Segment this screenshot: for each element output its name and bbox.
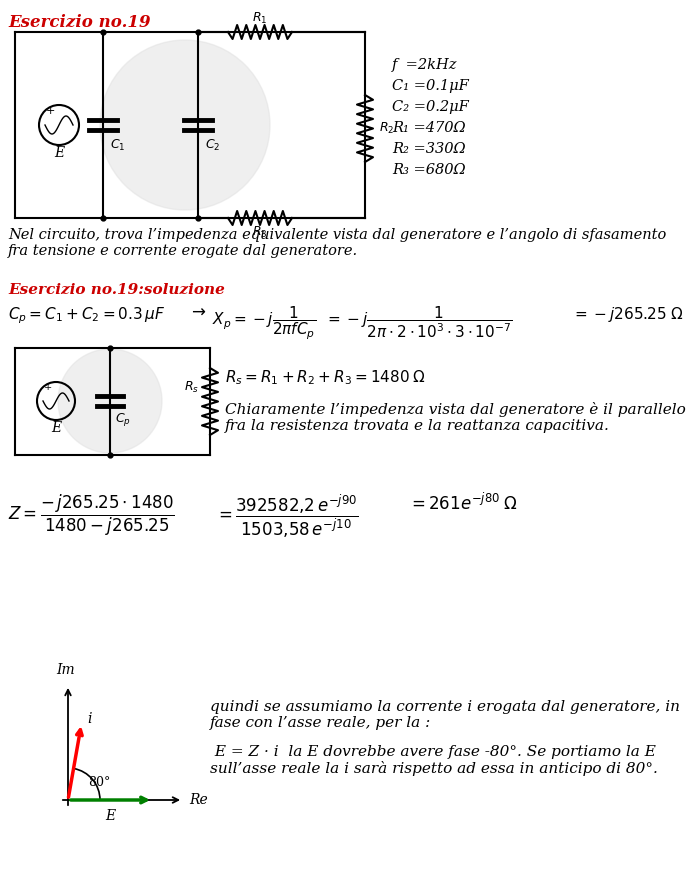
Text: C₂ =0.2μF: C₂ =0.2μF <box>392 100 469 114</box>
Text: quindi se assumiamo la corrente i erogata dal generatore, in
fase con l’asse rea: quindi se assumiamo la corrente i erogat… <box>210 700 680 731</box>
Text: +: + <box>44 383 52 393</box>
Text: $= -j\dfrac{1}{2\pi \cdot 2 \cdot 10^3 \cdot 3 \cdot 10^{-7}}$: $= -j\dfrac{1}{2\pi \cdot 2 \cdot 10^3 \… <box>325 305 513 340</box>
Text: $= \dfrac{392582{,}2\,e^{-j90}}{1503{,}58\,e^{-j10}}$: $= \dfrac{392582{,}2\,e^{-j90}}{1503{,}5… <box>215 493 358 540</box>
Text: 80°: 80° <box>88 775 110 788</box>
Text: $C_1$: $C_1$ <box>110 137 125 152</box>
Text: $R_2$: $R_2$ <box>379 121 394 136</box>
Text: E: E <box>51 421 61 435</box>
Circle shape <box>100 40 270 210</box>
Text: $X_p = -j\dfrac{1}{2\pi f C_p}$: $X_p = -j\dfrac{1}{2\pi f C_p}$ <box>212 305 316 342</box>
Text: E: E <box>54 146 64 160</box>
Text: Esercizio no.19: Esercizio no.19 <box>8 14 151 31</box>
Text: Esercizio no.19:soluzione: Esercizio no.19:soluzione <box>8 283 225 297</box>
Text: E = Z · i  la E dovrebbe avere fase -80°. Se portiamo la E
sull’asse reale la i : E = Z · i la E dovrebbe avere fase -80°.… <box>210 745 658 776</box>
Text: Re: Re <box>189 793 208 807</box>
Text: $\rightarrow$: $\rightarrow$ <box>188 303 206 320</box>
Text: +: + <box>45 106 54 116</box>
Text: $C_p = C_1 + C_2 = 0.3\,\mu F$: $C_p = C_1 + C_2 = 0.3\,\mu F$ <box>8 305 165 326</box>
Text: $= 261e^{-j80}\;\Omega$: $= 261e^{-j80}\;\Omega$ <box>408 493 518 514</box>
Text: $C_p$: $C_p$ <box>115 410 131 428</box>
Text: $R_1$: $R_1$ <box>252 10 268 25</box>
Text: C₁ =0.1μF: C₁ =0.1μF <box>392 79 469 93</box>
Text: $= -j265.25\;\Omega$: $= -j265.25\;\Omega$ <box>572 305 683 324</box>
Text: i: i <box>87 712 92 726</box>
Text: Im: Im <box>56 663 75 677</box>
Text: Nel circuito, trova l’impedenza equivalente vista dal generatore e l’angolo di s: Nel circuito, trova l’impedenza equivale… <box>8 228 666 258</box>
Text: R₂ =330Ω: R₂ =330Ω <box>392 142 466 156</box>
Text: E: E <box>105 809 115 823</box>
Text: Chiaramente l’impedenza vista dal generatore è il parallelo
fra la resistenza tr: Chiaramente l’impedenza vista dal genera… <box>225 402 686 433</box>
Text: $R_s$: $R_s$ <box>184 380 200 395</box>
Text: $C_2$: $C_2$ <box>205 137 220 152</box>
Text: $R_3$: $R_3$ <box>252 225 268 240</box>
Text: R₁ =470Ω: R₁ =470Ω <box>392 121 466 135</box>
Text: $Z = \dfrac{-\,j265.25 \cdot 1480}{1480 - j265.25}$: $Z = \dfrac{-\,j265.25 \cdot 1480}{1480 … <box>8 493 175 538</box>
Circle shape <box>58 349 162 453</box>
Text: $R_s = R_1 + R_2 + R_3 = 1480\;\Omega$: $R_s = R_1 + R_2 + R_3 = 1480\;\Omega$ <box>225 368 426 387</box>
Text: R₃ =680Ω: R₃ =680Ω <box>392 163 466 177</box>
Text: f  =2kHz: f =2kHz <box>392 58 458 72</box>
